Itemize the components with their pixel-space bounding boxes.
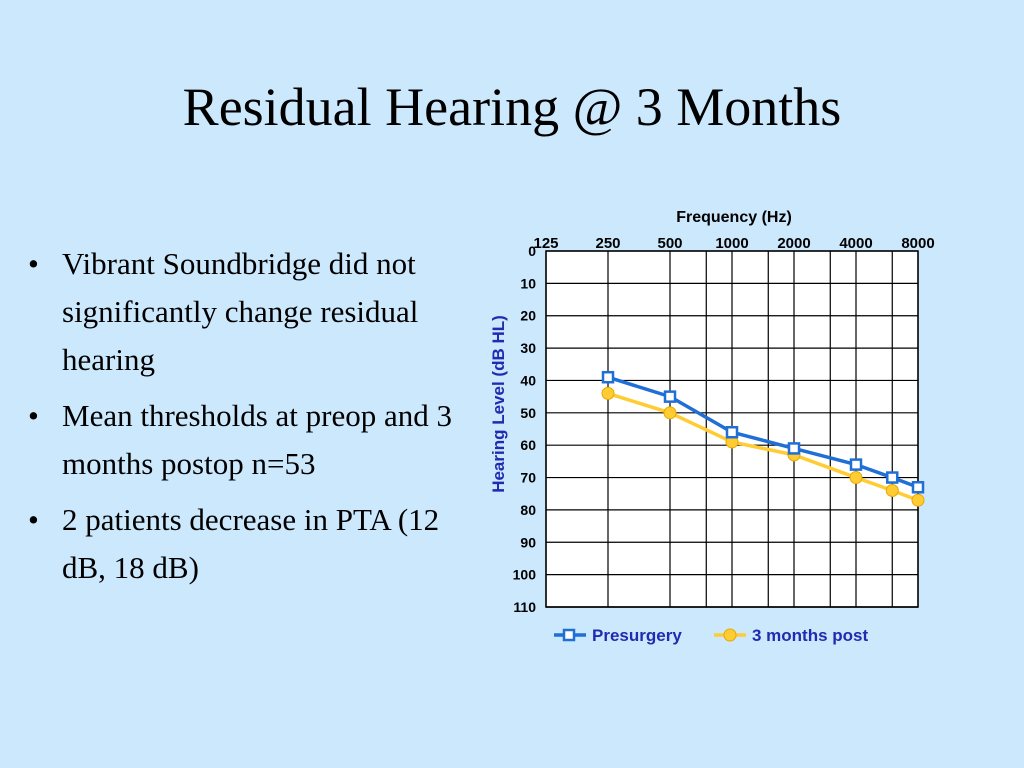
bullet-glyph: • [28, 398, 39, 433]
data-point-circle [849, 471, 863, 485]
bullet-list: • Vibrant Soundbridge did not significant… [22, 240, 472, 600]
x-tick-label: 500 [657, 235, 682, 252]
y-tick-label: 20 [520, 308, 536, 324]
y-tick-label: 30 [520, 340, 536, 356]
legend-label: Presurgery [592, 626, 682, 645]
bullet-glyph: • [28, 246, 39, 281]
bullet-item: • 2 patients decrease in PTA (12 dB, 18 d… [22, 496, 472, 592]
data-point-circle [601, 386, 615, 400]
x-tick-label: 1000 [715, 235, 748, 252]
bullet-item: • Mean thresholds at preop and 3 months p… [22, 392, 472, 488]
data-point-square [787, 442, 801, 455]
data-point-circle [663, 406, 677, 420]
slide-title: Residual Hearing @ 3 Months [182, 77, 842, 137]
bullet-item: • Vibrant Soundbridge did not significant… [22, 240, 472, 384]
y-tick-label: 110 [513, 599, 536, 615]
y-tick-label: 10 [520, 275, 536, 291]
audiogram-chart: Frequency (Hz) Hearing Level (dB HL) 125… [489, 209, 935, 645]
legend-label: 3 months post [752, 626, 869, 645]
x-tick-label: 2000 [777, 235, 810, 252]
legend-marker-square [562, 628, 576, 642]
y-tick-label: 80 [520, 502, 536, 518]
legend: Presurgery 3 months post [554, 626, 869, 645]
y-tick-label: 40 [520, 372, 536, 388]
y-tick-label: 90 [520, 534, 536, 550]
y-axis-label: Hearing Level (dB HL) [489, 315, 508, 493]
data-point-circle [885, 483, 899, 497]
data-point-square [886, 471, 899, 484]
bullet-glyph: • [28, 502, 39, 537]
data-point-circle [911, 493, 925, 507]
grid [545, 250, 919, 608]
bullet-text: Vibrant Soundbridge did not significantl… [62, 246, 419, 377]
bullet-text: 2 patients decrease in PTA (12 dB, 18 dB… [62, 502, 440, 585]
data-point-square [663, 390, 677, 403]
y-tick-label: 100 [513, 567, 537, 583]
x-tick-label: 4000 [839, 235, 872, 252]
x-tick-label: 250 [595, 235, 620, 252]
y-tick-label: 70 [520, 470, 536, 486]
x-tick-label: 125 [533, 235, 558, 252]
bullet-text: Mean thresholds at preop and 3 months po… [62, 398, 452, 481]
data-point-square [911, 481, 925, 494]
data-point-square [849, 458, 863, 471]
y-tick-label: 50 [520, 405, 536, 421]
series-lines [601, 370, 925, 507]
y-tick-label: 60 [520, 437, 536, 453]
legend-marker-circle [723, 628, 737, 642]
data-point-square [601, 370, 615, 384]
x-tick-label: 8000 [901, 235, 934, 252]
y-tick-labels: 0 10 20 30 40 50 60 70 80 90 100 110 [513, 243, 537, 615]
y-tick-label: 0 [528, 243, 536, 259]
data-point-square [725, 425, 739, 439]
x-tick-labels: 125 250 500 1000 2000 4000 8000 [533, 235, 934, 252]
x-axis-label: Frequency (Hz) [676, 209, 792, 226]
